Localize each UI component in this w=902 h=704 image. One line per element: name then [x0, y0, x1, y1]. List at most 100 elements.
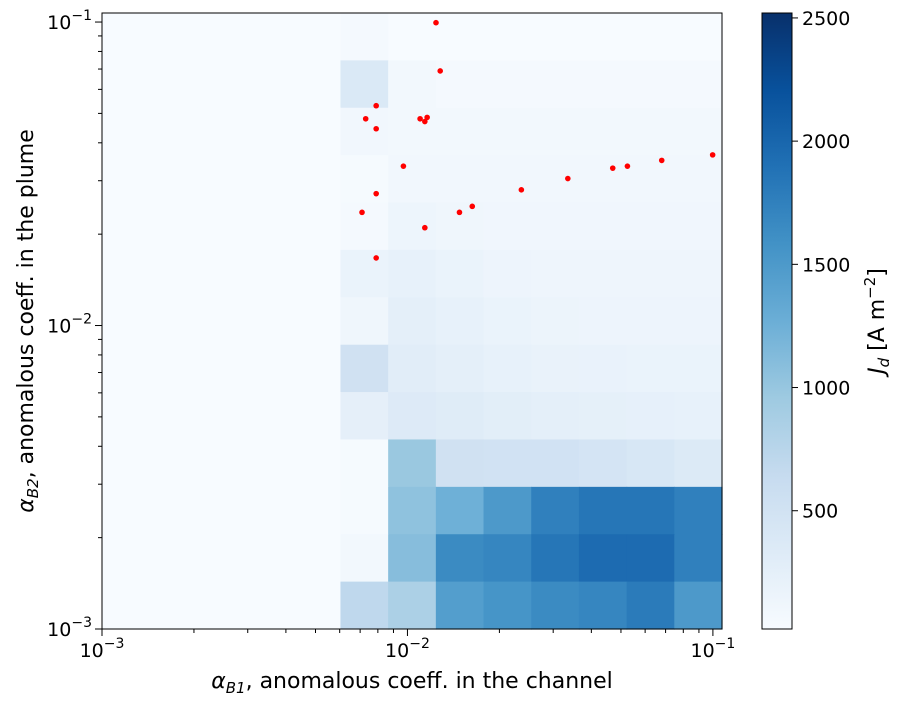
heatmap-cell — [626, 392, 675, 441]
heatmap-cell — [483, 202, 532, 251]
heatmap-cell — [626, 297, 675, 346]
heatmap-cell — [292, 202, 342, 251]
heatmap-cell — [531, 155, 580, 204]
heatmap-cell — [245, 439, 294, 488]
heatmap-cell — [531, 13, 580, 61]
heatmap-cell — [149, 202, 198, 251]
heatmap-cell — [435, 249, 485, 298]
heatmap-cell — [531, 60, 580, 109]
heatmap-cell — [435, 439, 485, 488]
heatmap-cell — [626, 534, 675, 583]
heatmap-cell — [245, 581, 294, 630]
heatmap-cell — [674, 249, 723, 298]
scatter-point — [373, 125, 379, 132]
heatmap-cell — [626, 155, 675, 204]
scatter-point — [433, 19, 439, 26]
heatmap-cell — [197, 297, 246, 346]
heatmap-cell — [483, 107, 532, 156]
scatter-point — [424, 114, 430, 121]
heatmap-cell — [388, 155, 437, 204]
heatmap-cell — [531, 581, 580, 630]
heatmap-cell — [578, 344, 628, 393]
heatmap-cell — [483, 581, 532, 630]
heatmap-cell — [483, 392, 532, 441]
heatmap-cell — [388, 439, 437, 488]
heatmap-cell — [245, 534, 294, 583]
heatmap-cell — [292, 60, 342, 109]
heatmap-cell — [531, 439, 580, 488]
heatmap-cell — [292, 297, 342, 346]
x-tick-label: 10−1 — [690, 636, 735, 662]
heatmap-cell — [531, 486, 580, 535]
x-axis-ticks: 10−3 10−2 10−1 — [80, 629, 735, 662]
heatmap-cell — [102, 249, 151, 298]
heatmap-cell — [674, 107, 723, 156]
heatmap-cell — [102, 534, 151, 583]
heatmap-cell — [149, 13, 198, 61]
plot-frame — [101, 12, 723, 630]
heatmap-cell — [578, 297, 628, 346]
heatmap-cell — [435, 392, 485, 441]
heatmap-cell — [483, 439, 532, 488]
heatmap-cell — [149, 344, 198, 393]
heatmap-cell — [531, 392, 580, 441]
heatmap-cell — [531, 202, 580, 251]
colorbar-tick-label: 1500 — [802, 254, 850, 276]
heatmap-cell — [340, 249, 389, 298]
heatmap-cell — [388, 202, 437, 251]
heatmap-cell — [674, 439, 723, 488]
heatmap-cell — [626, 439, 675, 488]
heatmap-cell — [674, 534, 723, 583]
heatmap-cell — [483, 13, 532, 61]
heatmap-cell — [531, 344, 580, 393]
scatter-point — [437, 68, 444, 74]
heatmap-cell — [292, 249, 342, 298]
heatmap-cell — [197, 155, 246, 204]
y-tick-label: 10−3 — [47, 615, 92, 641]
heatmap-cells — [102, 13, 723, 630]
scatter-point — [624, 163, 631, 169]
heatmap-cell — [292, 13, 342, 61]
heatmap-cell — [292, 486, 342, 535]
heatmap-cell — [149, 60, 198, 109]
heatmap-cell — [674, 297, 723, 346]
scatter-point — [565, 175, 571, 182]
heatmap-cell — [102, 439, 151, 488]
heatmap-cell — [292, 439, 342, 488]
x-tick-label: 10−3 — [80, 636, 125, 662]
heatmap-cell — [245, 344, 294, 393]
y-axis-label: αB2, anomalous coeff. in the plume — [14, 129, 42, 512]
heatmap-cell — [531, 107, 580, 156]
heatmap-cell — [388, 581, 437, 630]
heatmap-cell — [197, 249, 246, 298]
y-tick-label: 10−1 — [47, 8, 92, 34]
heatmap-cell — [388, 107, 437, 156]
heatmap-cell — [435, 486, 485, 535]
heatmap-cell — [435, 534, 485, 583]
heatmap-cell — [578, 13, 628, 61]
heatmap-cell — [340, 297, 389, 346]
scatter-points — [359, 19, 716, 261]
heatmap-cell — [483, 297, 532, 346]
y-tick-label: 10−2 — [47, 312, 92, 338]
heatmap-cell — [340, 486, 389, 535]
heatmap-cell — [245, 249, 294, 298]
heatmap-cell — [245, 297, 294, 346]
heatmap-cell — [197, 202, 246, 251]
heatmap-cell — [102, 13, 151, 61]
scatter-point — [362, 115, 369, 122]
x-axis-label: αB1, anomalous coeff. in the channel — [211, 669, 613, 697]
heatmap-cell — [149, 486, 198, 535]
heatmap-cell — [483, 155, 532, 204]
heatmap-cell — [435, 60, 485, 109]
scatter-point — [417, 115, 423, 122]
heatmap-cell — [483, 344, 532, 393]
heatmap-cell — [102, 60, 151, 109]
heatmap-cell — [197, 439, 246, 488]
heatmap-cell — [483, 249, 532, 298]
heatmap-cell — [388, 344, 437, 393]
heatmap-cell — [340, 60, 389, 109]
heatmap-cell — [626, 60, 675, 109]
heatmap-cell — [197, 581, 246, 630]
scatter-point — [658, 157, 665, 164]
